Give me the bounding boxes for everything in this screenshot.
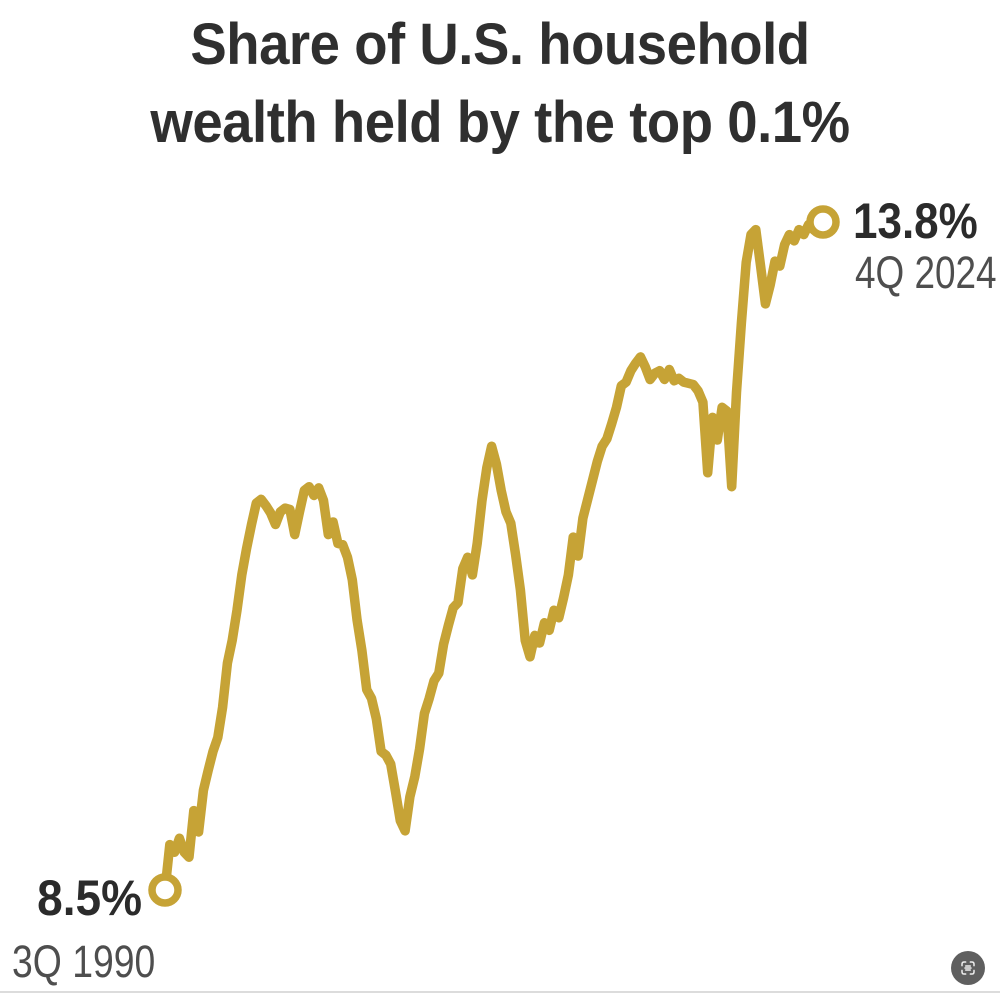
- start-value-label: 8.5%: [37, 870, 142, 926]
- chart-title: Share of U.S. household wealth held by t…: [30, 6, 970, 162]
- scan-text-button[interactable]: [951, 951, 985, 985]
- chart-title-line2: wealth held by the top 0.1%: [150, 90, 850, 155]
- end-value-label: 13.8%: [853, 193, 978, 249]
- end-point-marker: [806, 205, 840, 239]
- start-point-marker: [148, 873, 182, 907]
- scan-text-icon: [958, 958, 978, 978]
- wealth-share-line: [160, 215, 828, 895]
- bottom-divider: [0, 991, 1000, 993]
- end-period-label: 4Q 2024: [855, 247, 997, 298]
- chart-title-line1: Share of U.S. household: [190, 12, 810, 77]
- start-period-label: 3Q 1990: [12, 936, 156, 987]
